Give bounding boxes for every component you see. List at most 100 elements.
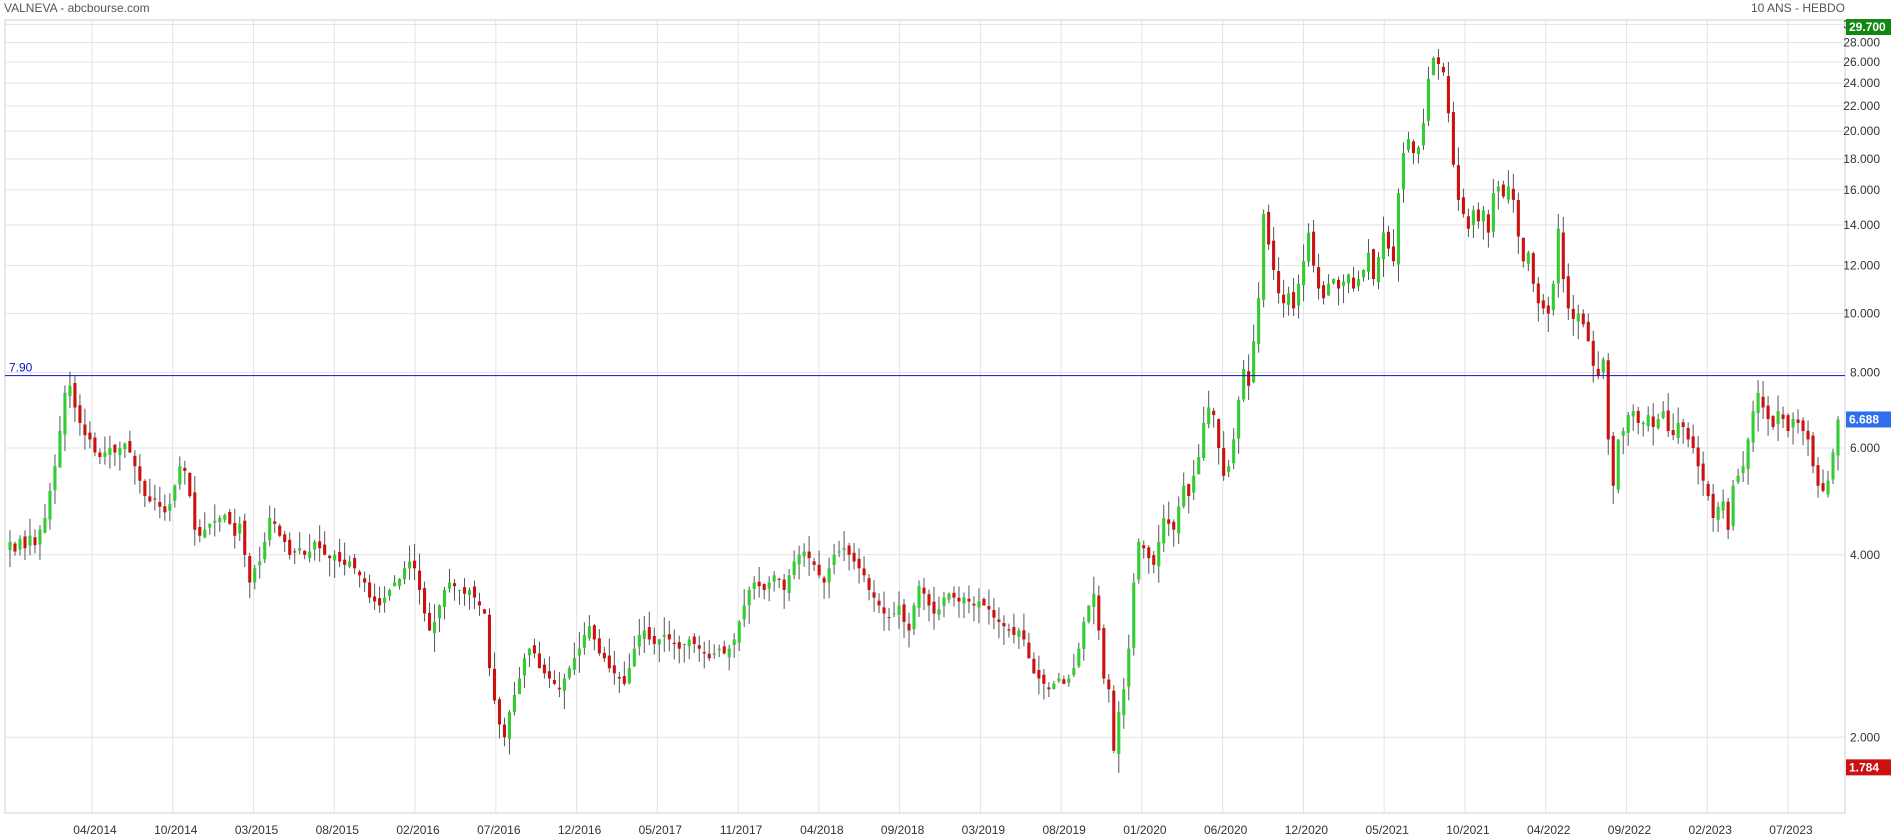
candle-body bbox=[88, 432, 92, 440]
candle-body bbox=[1391, 246, 1396, 262]
candle-body bbox=[1486, 214, 1490, 233]
candle-body bbox=[1332, 279, 1336, 284]
candle-body bbox=[1147, 547, 1151, 559]
x-tick-label: 04/2018 bbox=[800, 823, 844, 837]
candle-body bbox=[133, 455, 137, 467]
x-tick-label: 03/2019 bbox=[962, 823, 1006, 837]
candle-body bbox=[1551, 283, 1555, 311]
candle-body bbox=[158, 501, 162, 507]
candle-body bbox=[507, 712, 512, 739]
candle-body bbox=[977, 601, 981, 608]
candle-body bbox=[797, 554, 801, 565]
candle-body bbox=[1411, 141, 1416, 154]
candle-body bbox=[1816, 465, 1820, 486]
candle-body bbox=[1381, 232, 1386, 260]
candle-body bbox=[517, 678, 521, 695]
x-tick-label: 04/2014 bbox=[73, 823, 117, 837]
candle-body bbox=[1132, 582, 1136, 648]
candle-body bbox=[1646, 415, 1650, 426]
candle-body bbox=[303, 550, 307, 555]
candle-body bbox=[1811, 435, 1815, 467]
x-tick-label: 09/2022 bbox=[1608, 823, 1652, 837]
candle-body bbox=[278, 525, 282, 536]
candle-body bbox=[1556, 228, 1560, 284]
candle-body bbox=[1456, 165, 1460, 200]
candle-body bbox=[577, 648, 581, 656]
candle-body bbox=[308, 551, 312, 559]
candle-body bbox=[323, 544, 327, 555]
plot-area bbox=[4, 19, 1846, 814]
candle-body bbox=[1127, 648, 1131, 687]
candle-body bbox=[757, 581, 761, 587]
candle-body bbox=[937, 609, 941, 615]
candle-body bbox=[213, 520, 217, 523]
y-tick-label: 28.000 bbox=[1843, 36, 1880, 50]
candle-body bbox=[1691, 436, 1695, 449]
candle-body bbox=[1416, 147, 1421, 155]
candle-body bbox=[63, 392, 67, 435]
candle-body bbox=[118, 448, 122, 456]
candle-body bbox=[1571, 308, 1575, 319]
candle-body bbox=[1167, 519, 1171, 524]
candle-body bbox=[1142, 545, 1146, 549]
candle-body bbox=[1237, 400, 1241, 439]
badge-high bbox=[1846, 19, 1891, 35]
y-tick-label: 16.000 bbox=[1843, 183, 1880, 197]
candle-body bbox=[1401, 153, 1406, 190]
candle-body bbox=[238, 523, 242, 534]
candle-body bbox=[188, 472, 192, 497]
candle-body bbox=[422, 588, 427, 614]
candle-body bbox=[442, 589, 447, 607]
x-tick-label: 06/2020 bbox=[1204, 823, 1248, 837]
badge-low-label: 1.784 bbox=[1849, 760, 1879, 774]
candle-body bbox=[1047, 687, 1051, 690]
candle-body bbox=[223, 515, 227, 520]
candle-body bbox=[872, 592, 876, 598]
candle-body bbox=[527, 648, 531, 656]
candle-body bbox=[178, 466, 182, 485]
badge-last-label: 6.688 bbox=[1849, 412, 1879, 426]
candle-body bbox=[1222, 448, 1226, 476]
candle-body bbox=[1037, 670, 1041, 679]
candle-body bbox=[827, 568, 831, 583]
candle-body bbox=[542, 664, 546, 674]
candle-body bbox=[1267, 211, 1271, 245]
candle-body bbox=[1681, 422, 1685, 427]
candle-body bbox=[1027, 642, 1031, 659]
candle-body bbox=[1611, 435, 1615, 486]
candle-body bbox=[1062, 679, 1066, 684]
candle-body bbox=[1621, 431, 1625, 436]
candle-body bbox=[592, 625, 596, 640]
candle-body bbox=[33, 537, 37, 546]
candle-body bbox=[328, 555, 332, 559]
candle-body bbox=[902, 604, 906, 622]
x-tick-label: 12/2020 bbox=[1285, 823, 1329, 837]
candle-body bbox=[717, 648, 721, 651]
candle-body bbox=[627, 668, 631, 684]
candle-body bbox=[867, 578, 871, 590]
candle-body bbox=[672, 642, 676, 645]
candle-body bbox=[28, 535, 32, 546]
candle-body bbox=[752, 582, 756, 589]
candle-body bbox=[358, 571, 362, 576]
candle-body bbox=[1711, 493, 1715, 518]
candle-body bbox=[1436, 57, 1440, 65]
candle-body bbox=[1451, 112, 1455, 165]
candle-body bbox=[1312, 231, 1316, 266]
candle-body bbox=[897, 605, 901, 615]
candle-body bbox=[1297, 283, 1301, 306]
candle-body bbox=[762, 583, 766, 590]
candle-body bbox=[1726, 501, 1730, 530]
candle-body bbox=[1396, 193, 1401, 265]
x-tick-label: 02/2016 bbox=[396, 823, 440, 837]
candle-body bbox=[1826, 480, 1830, 495]
candle-body bbox=[1696, 447, 1700, 467]
candle-body bbox=[363, 578, 367, 583]
candle-body bbox=[547, 671, 551, 679]
candle-body bbox=[1022, 630, 1026, 640]
candle-body bbox=[1017, 630, 1021, 637]
candle-body bbox=[602, 652, 606, 659]
candle-body bbox=[482, 609, 487, 614]
x-tick-label: 05/2021 bbox=[1365, 823, 1409, 837]
